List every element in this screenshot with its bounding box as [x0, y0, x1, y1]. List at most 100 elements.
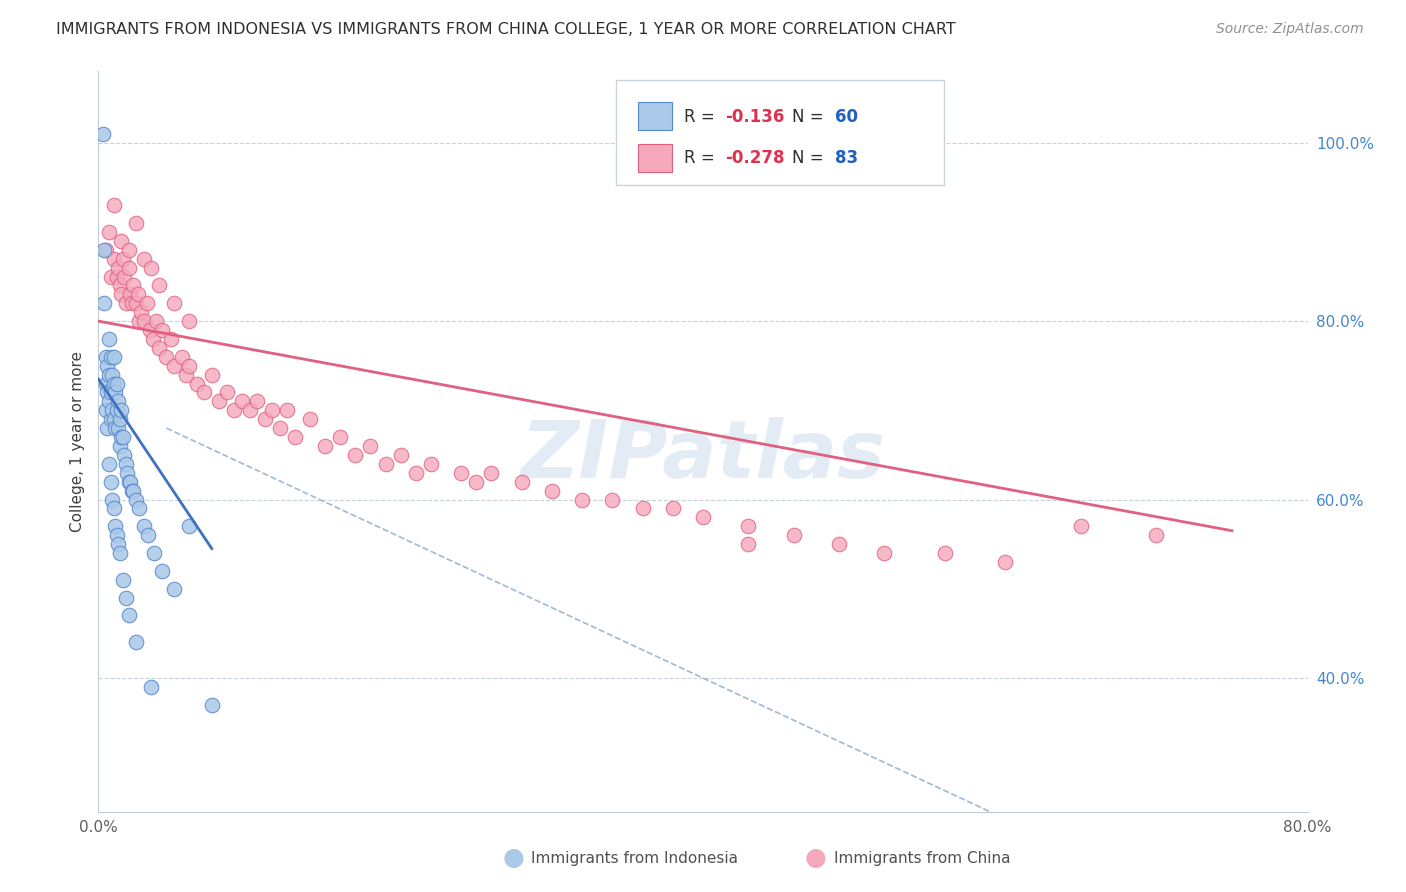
- Point: [115, 466, 138, 480]
- Point: [783, 528, 806, 542]
- Point: [374, 457, 396, 471]
- Point: [103, 350, 125, 364]
- Point: [155, 350, 177, 364]
- Point: [239, 403, 262, 417]
- Point: [105, 376, 128, 391]
- Point: [110, 430, 132, 444]
- Point: [201, 698, 224, 712]
- Point: [98, 368, 121, 382]
- Point: [104, 421, 127, 435]
- Point: [101, 368, 124, 382]
- Point: [148, 341, 170, 355]
- Point: [98, 332, 121, 346]
- Point: [125, 216, 148, 230]
- Point: [276, 403, 298, 417]
- Text: ●: ●: [804, 847, 827, 870]
- FancyBboxPatch shape: [638, 144, 672, 171]
- Point: [108, 439, 131, 453]
- Point: [661, 501, 683, 516]
- Point: [150, 564, 173, 578]
- Point: [120, 475, 142, 489]
- Point: [110, 234, 132, 248]
- Point: [105, 528, 128, 542]
- Point: [114, 296, 136, 310]
- Point: [103, 198, 125, 212]
- Point: [540, 483, 562, 498]
- Point: [103, 252, 125, 266]
- Point: [114, 591, 136, 605]
- Point: [110, 287, 132, 301]
- Point: [360, 439, 382, 453]
- Point: [145, 314, 167, 328]
- Point: [299, 412, 322, 426]
- Point: [143, 546, 166, 560]
- Point: [118, 608, 141, 623]
- Point: [96, 421, 118, 435]
- Point: [112, 448, 135, 462]
- Point: [122, 483, 145, 498]
- Point: [150, 323, 173, 337]
- Text: 83: 83: [835, 149, 858, 168]
- Point: [828, 537, 851, 551]
- Point: [215, 385, 238, 400]
- Point: [142, 332, 165, 346]
- Point: [98, 394, 121, 409]
- Point: [104, 385, 127, 400]
- Point: [132, 519, 155, 533]
- Point: [160, 332, 183, 346]
- Point: [118, 475, 141, 489]
- Point: [174, 368, 197, 382]
- Point: [193, 385, 215, 400]
- Point: [329, 430, 352, 444]
- Point: [94, 403, 117, 417]
- Point: [112, 269, 135, 284]
- Point: [125, 296, 148, 310]
- Point: [107, 421, 129, 435]
- Point: [101, 492, 124, 507]
- Point: [737, 537, 759, 551]
- Point: [246, 394, 269, 409]
- Point: [163, 582, 186, 596]
- Point: [100, 350, 122, 364]
- Point: [108, 546, 131, 560]
- Point: [141, 260, 163, 275]
- Point: [389, 448, 412, 462]
- Point: [179, 519, 201, 533]
- Point: [101, 403, 124, 417]
- Point: [128, 314, 150, 328]
- Point: [420, 457, 443, 471]
- Point: [186, 376, 208, 391]
- Point: [170, 350, 193, 364]
- Point: [100, 269, 122, 284]
- Text: N =: N =: [793, 108, 830, 126]
- Point: [96, 385, 118, 400]
- Point: [132, 252, 155, 266]
- Point: [111, 573, 134, 587]
- Point: [344, 448, 367, 462]
- Point: [179, 314, 201, 328]
- Point: [125, 635, 148, 649]
- Point: [148, 278, 170, 293]
- Point: [121, 483, 143, 498]
- Point: [114, 457, 136, 471]
- Point: [120, 287, 142, 301]
- Point: [129, 305, 152, 319]
- Point: [100, 475, 122, 489]
- Point: [224, 403, 246, 417]
- Point: [450, 466, 472, 480]
- Point: [510, 475, 533, 489]
- Point: [108, 278, 131, 293]
- Y-axis label: College, 1 year or more: College, 1 year or more: [70, 351, 86, 532]
- Point: [110, 403, 132, 417]
- Point: [105, 403, 128, 417]
- Point: [1070, 519, 1092, 533]
- Point: [284, 430, 307, 444]
- Point: [692, 510, 714, 524]
- Point: [139, 323, 162, 337]
- Point: [141, 680, 163, 694]
- Text: Immigrants from China: Immigrants from China: [834, 851, 1011, 865]
- Point: [100, 412, 122, 426]
- Text: R =: R =: [683, 149, 720, 168]
- Point: [262, 403, 284, 417]
- Point: [163, 296, 186, 310]
